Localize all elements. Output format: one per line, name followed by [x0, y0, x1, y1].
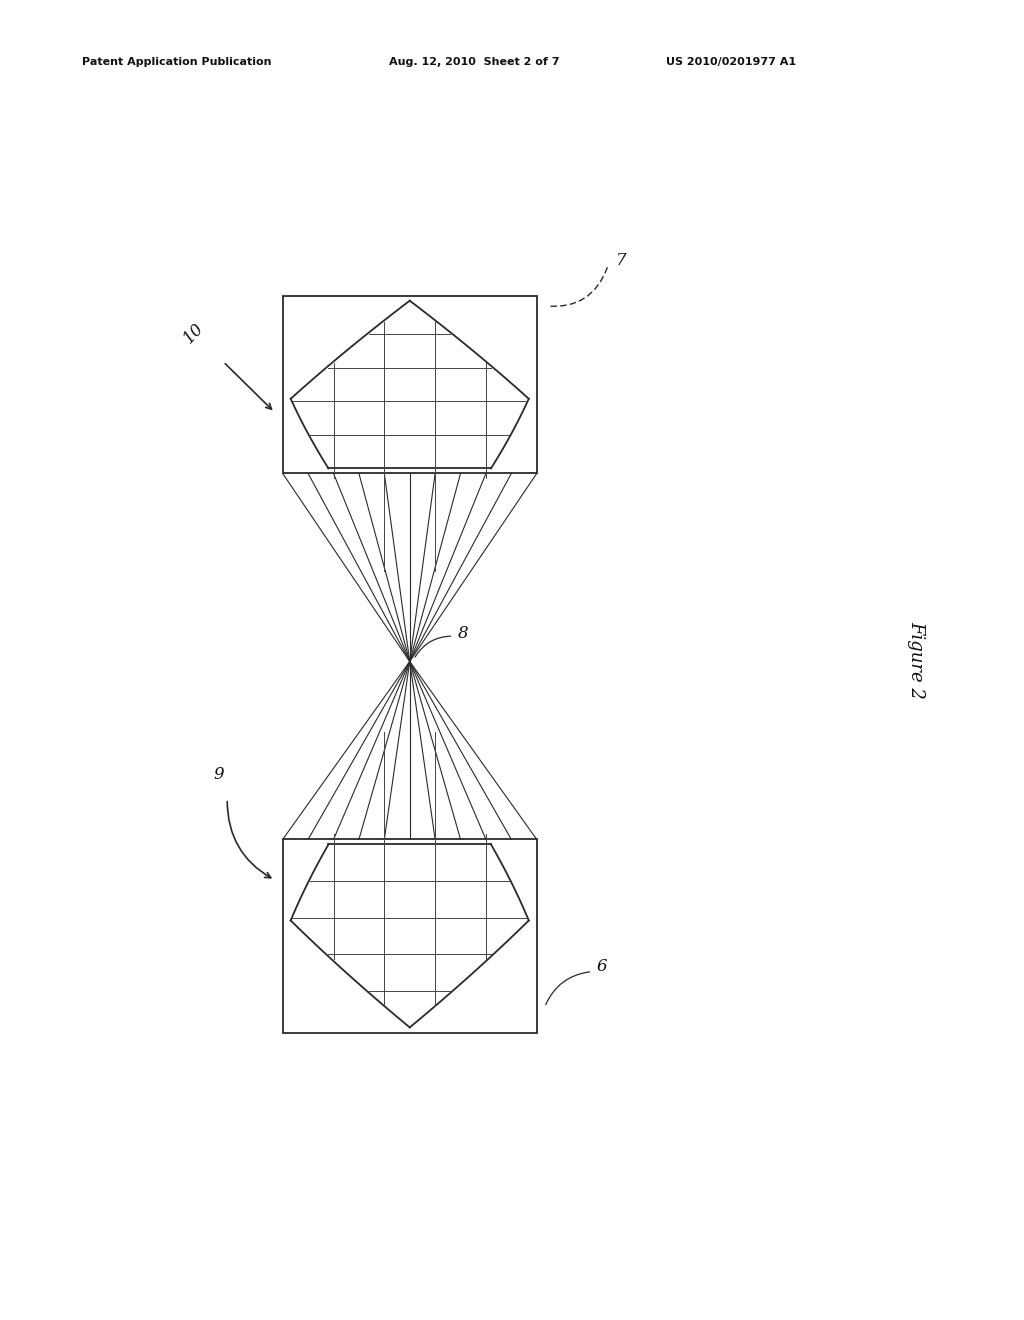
Text: US 2010/0201977 A1: US 2010/0201977 A1 [666, 57, 796, 67]
Text: 6: 6 [596, 958, 607, 975]
Text: Figure 2: Figure 2 [907, 622, 926, 698]
Text: 7: 7 [616, 252, 627, 268]
Text: Patent Application Publication: Patent Application Publication [82, 57, 271, 67]
Text: 9: 9 [214, 767, 224, 784]
Text: 10: 10 [180, 319, 207, 346]
Text: Aug. 12, 2010  Sheet 2 of 7: Aug. 12, 2010 Sheet 2 of 7 [389, 57, 560, 67]
Bar [283, 840, 537, 1032]
Bar [283, 296, 537, 474]
Text: 8: 8 [458, 624, 468, 642]
